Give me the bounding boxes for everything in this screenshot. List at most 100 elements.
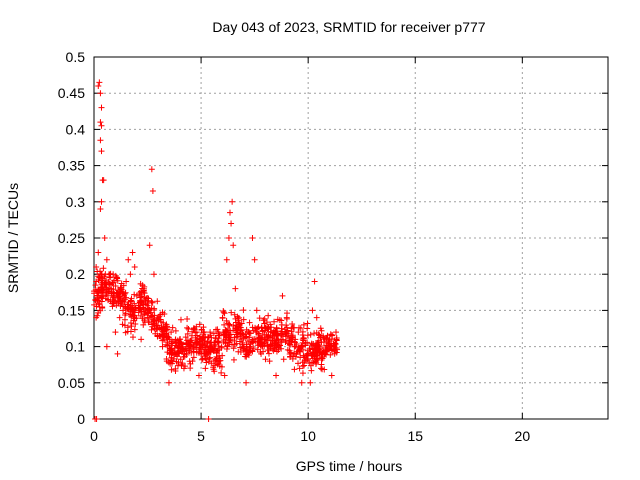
data-point	[159, 343, 166, 350]
data-point	[190, 354, 197, 361]
data-point	[103, 343, 110, 350]
data-point	[196, 321, 203, 328]
data-point	[220, 331, 227, 338]
data-point	[190, 324, 197, 331]
y-tick-label: 0.1	[66, 339, 86, 355]
data-point	[312, 357, 319, 364]
data-point	[186, 358, 193, 365]
data-point	[307, 379, 314, 386]
y-tick-label: 0	[77, 411, 85, 427]
y-tick-label: 0.25	[58, 230, 85, 246]
data-point	[328, 336, 335, 343]
data-point	[125, 306, 132, 313]
data-point	[291, 366, 298, 373]
data-point	[256, 335, 263, 342]
data-point	[205, 416, 212, 422]
data-point	[287, 353, 294, 360]
data-point	[245, 328, 252, 335]
data-point	[168, 357, 175, 364]
data-point	[168, 366, 175, 373]
data-point	[257, 341, 264, 348]
data-point	[120, 282, 127, 289]
data-point	[221, 372, 228, 379]
data-point	[107, 281, 114, 288]
data-point	[118, 301, 125, 308]
data-point	[304, 332, 311, 339]
data-point	[177, 356, 184, 363]
data-point	[237, 344, 244, 351]
data-point	[271, 318, 278, 325]
data-point	[234, 313, 241, 320]
data-point	[220, 308, 227, 315]
data-point	[300, 352, 307, 359]
data-point	[237, 333, 244, 340]
data-point	[250, 327, 257, 334]
data-point	[145, 319, 152, 326]
data-point	[197, 336, 204, 343]
data-point	[311, 353, 318, 360]
data-point	[135, 309, 142, 316]
data-point	[205, 349, 212, 356]
data-point	[225, 334, 232, 341]
data-point	[98, 122, 105, 129]
x-tick-label: 15	[407, 428, 423, 444]
data-point	[172, 365, 179, 372]
data-point	[128, 302, 135, 309]
data-point	[319, 350, 326, 357]
data-point	[130, 314, 137, 321]
data-point	[193, 349, 200, 356]
data-point	[194, 338, 201, 345]
data-point	[332, 340, 339, 347]
data-point	[302, 342, 309, 349]
data-point	[289, 320, 296, 327]
data-point	[114, 350, 121, 357]
data-point	[266, 358, 273, 365]
data-point	[177, 316, 184, 323]
data-point	[141, 311, 148, 318]
data-point	[202, 365, 209, 372]
data-point	[225, 235, 232, 241]
data-point	[131, 291, 138, 298]
data-point	[136, 305, 143, 312]
data-point	[234, 326, 241, 333]
data-point	[149, 323, 156, 330]
data-point	[121, 299, 128, 306]
data-point	[184, 330, 191, 337]
axis-ticks: 0 5 10 15 20 0 0.05 0.1 0.15 0.2 0.25 0.3 0.35 0.4 0.4…	[58, 49, 608, 444]
data-point	[148, 313, 155, 320]
data-point	[99, 305, 106, 312]
data-point	[127, 328, 134, 335]
data-point	[212, 356, 219, 363]
data-point	[288, 338, 295, 345]
x-tick-label: 10	[300, 428, 316, 444]
data-point	[261, 339, 268, 346]
data-point	[313, 314, 320, 321]
y-tick-label: 0.2	[66, 266, 86, 282]
data-point	[214, 361, 221, 368]
data-point	[129, 305, 136, 312]
data-point	[242, 348, 249, 355]
data-point	[137, 312, 144, 319]
data-point	[169, 340, 176, 347]
data-point	[249, 235, 256, 241]
data-point	[228, 341, 235, 348]
data-point	[292, 353, 299, 360]
data-point	[267, 341, 274, 348]
data-point	[251, 256, 258, 263]
data-point	[131, 300, 138, 307]
data-point	[115, 291, 122, 298]
data-point	[211, 339, 218, 346]
data-point	[246, 349, 253, 356]
data-point	[304, 320, 311, 327]
data-point	[109, 294, 116, 301]
data-point	[325, 339, 332, 346]
data-point	[228, 220, 235, 227]
data-point	[98, 148, 105, 155]
data-point	[101, 235, 108, 241]
data-point	[311, 330, 318, 337]
data-point	[168, 329, 175, 336]
data-point	[289, 334, 296, 341]
data-point	[137, 298, 144, 305]
data-point	[124, 324, 131, 331]
